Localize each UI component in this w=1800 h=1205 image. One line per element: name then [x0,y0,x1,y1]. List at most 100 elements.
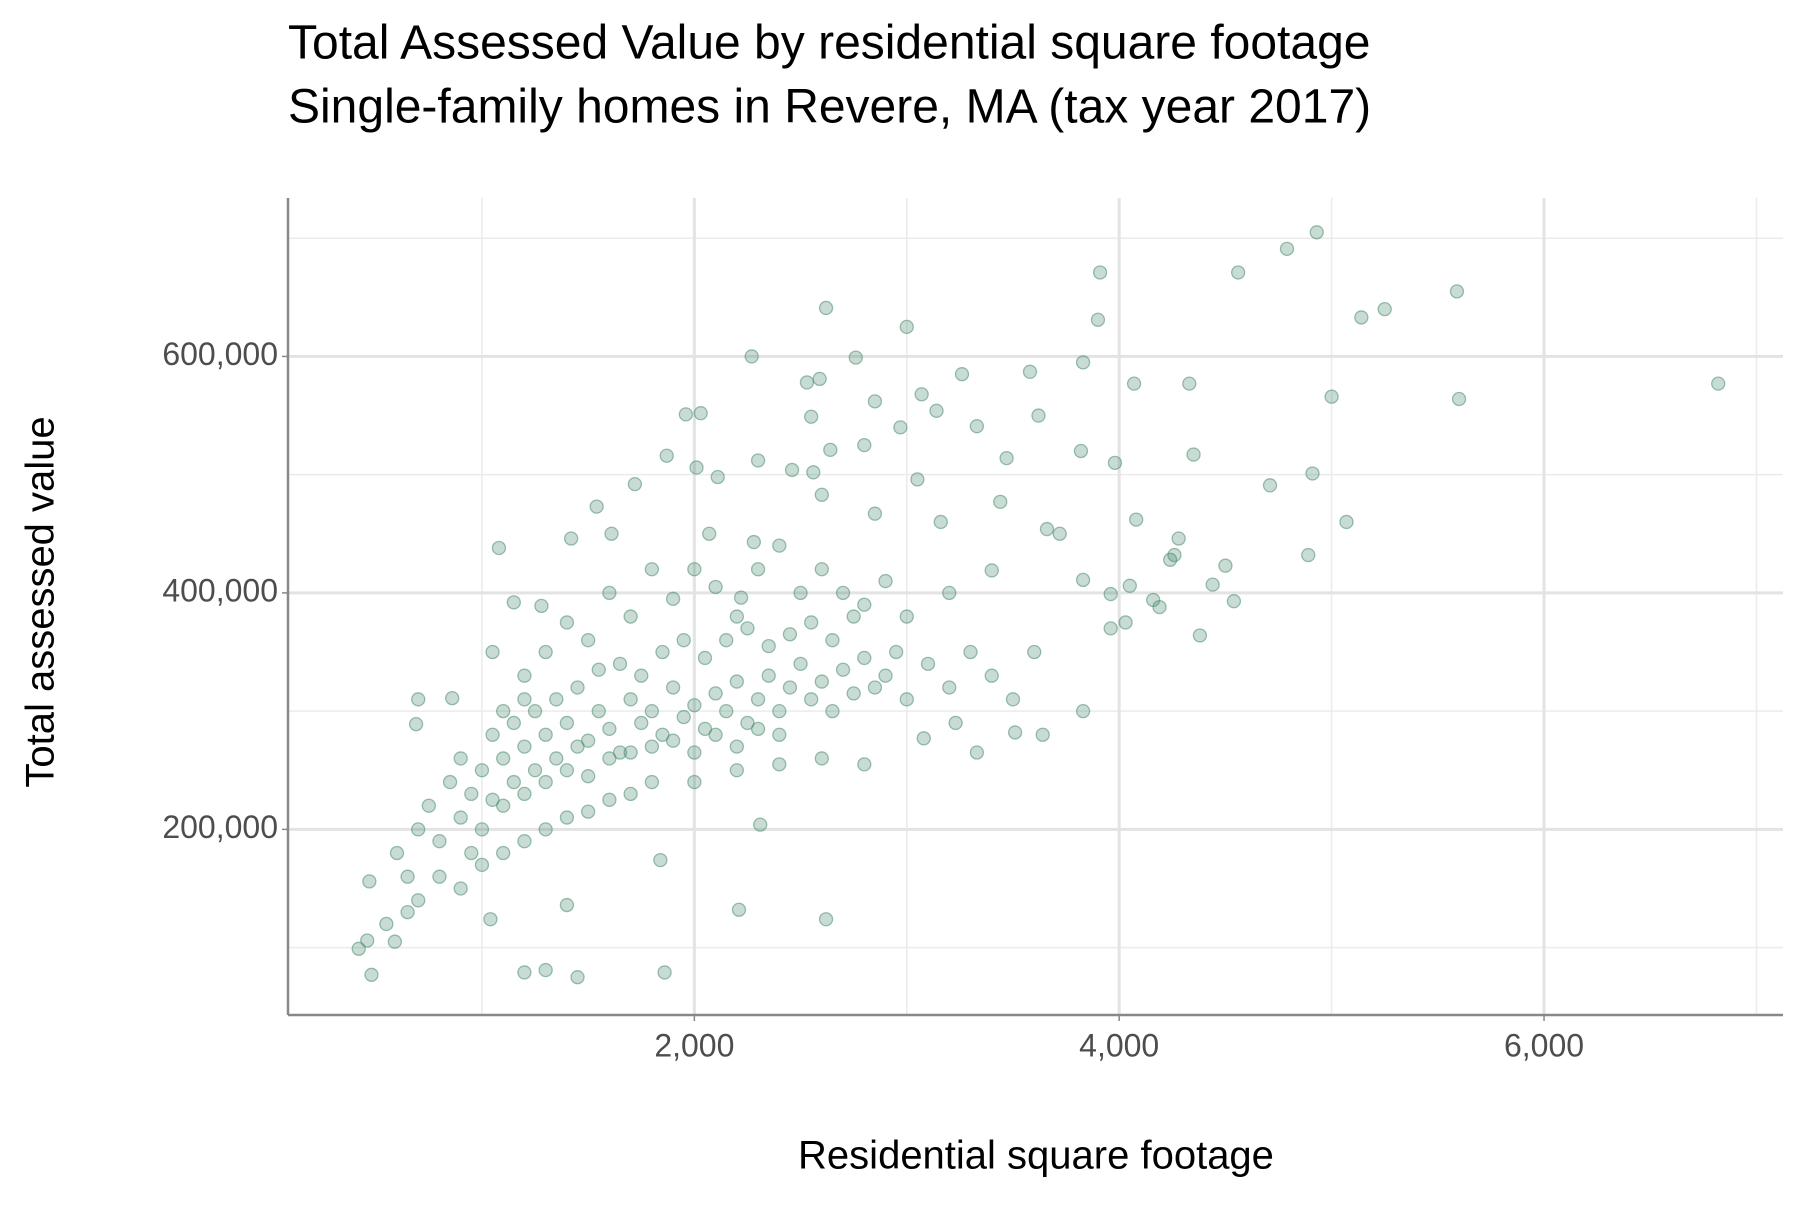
point [1103,621,1118,636]
point [867,506,883,521]
point [784,462,800,478]
point [772,757,787,772]
point [812,371,827,387]
point [804,409,819,424]
point [857,597,872,612]
point [867,394,883,409]
y-tick-label: 200,000 [162,809,278,845]
point [708,579,723,595]
point [729,674,744,689]
point [746,534,761,550]
point [731,902,747,917]
point [825,703,840,719]
point [969,745,985,760]
point [665,733,681,748]
point [846,609,861,624]
x-tick-label: 4,000 [1079,1027,1159,1063]
point [857,650,872,666]
point [411,893,426,908]
point [623,692,638,707]
point [676,633,691,648]
point [708,727,723,742]
point [400,869,415,884]
point [804,615,819,630]
point [517,786,532,802]
point [623,786,638,802]
point [634,715,649,731]
point [929,403,944,418]
point [623,609,638,624]
point [485,792,500,807]
point [729,609,744,624]
point [411,822,426,837]
point [750,453,766,468]
point [729,763,744,778]
point [814,487,829,502]
point [750,721,766,737]
point [744,349,759,364]
point [379,916,394,932]
point [1075,572,1091,588]
point [517,834,532,849]
point [750,692,766,707]
point [453,881,468,896]
point [1073,443,1089,459]
point [474,822,490,837]
point [818,912,834,927]
point [421,798,436,813]
point [559,715,575,731]
point [914,387,929,402]
point [559,615,575,630]
point [993,494,1008,510]
point [1039,521,1055,537]
point [708,686,723,701]
chart-title: Total Assessed Value by residential squa… [288,17,1370,70]
point [549,692,564,707]
point [538,822,553,837]
point [1451,391,1467,407]
point [665,680,681,695]
point [878,668,893,683]
point [782,627,798,642]
point [697,721,713,737]
point [534,598,549,614]
point [1022,364,1038,379]
point [1205,577,1220,592]
point [984,668,999,683]
point [1377,301,1392,317]
point [491,540,507,556]
point [634,668,649,683]
point [835,662,851,677]
point [623,745,638,760]
point [453,810,468,825]
point [772,703,787,719]
point [999,450,1014,466]
point [570,970,585,985]
point [1226,594,1242,609]
point [389,845,405,861]
point [580,633,596,648]
point [740,621,755,636]
point [1171,531,1186,546]
point [916,731,931,746]
point [1118,615,1133,630]
point [538,962,553,978]
point [984,563,999,578]
point [657,965,672,980]
point [464,845,479,861]
point [1126,376,1142,391]
point [506,715,521,731]
point [559,763,575,778]
axes: 2,000 4,000 6,000 200,000 400,000 600,000 [162,198,1783,1063]
point [1031,408,1046,423]
point [653,852,668,868]
point [570,739,585,754]
point [496,845,511,861]
point [719,703,734,719]
point [517,965,532,980]
point [678,407,694,422]
point [857,757,872,772]
point [627,476,643,492]
point [1052,526,1067,541]
